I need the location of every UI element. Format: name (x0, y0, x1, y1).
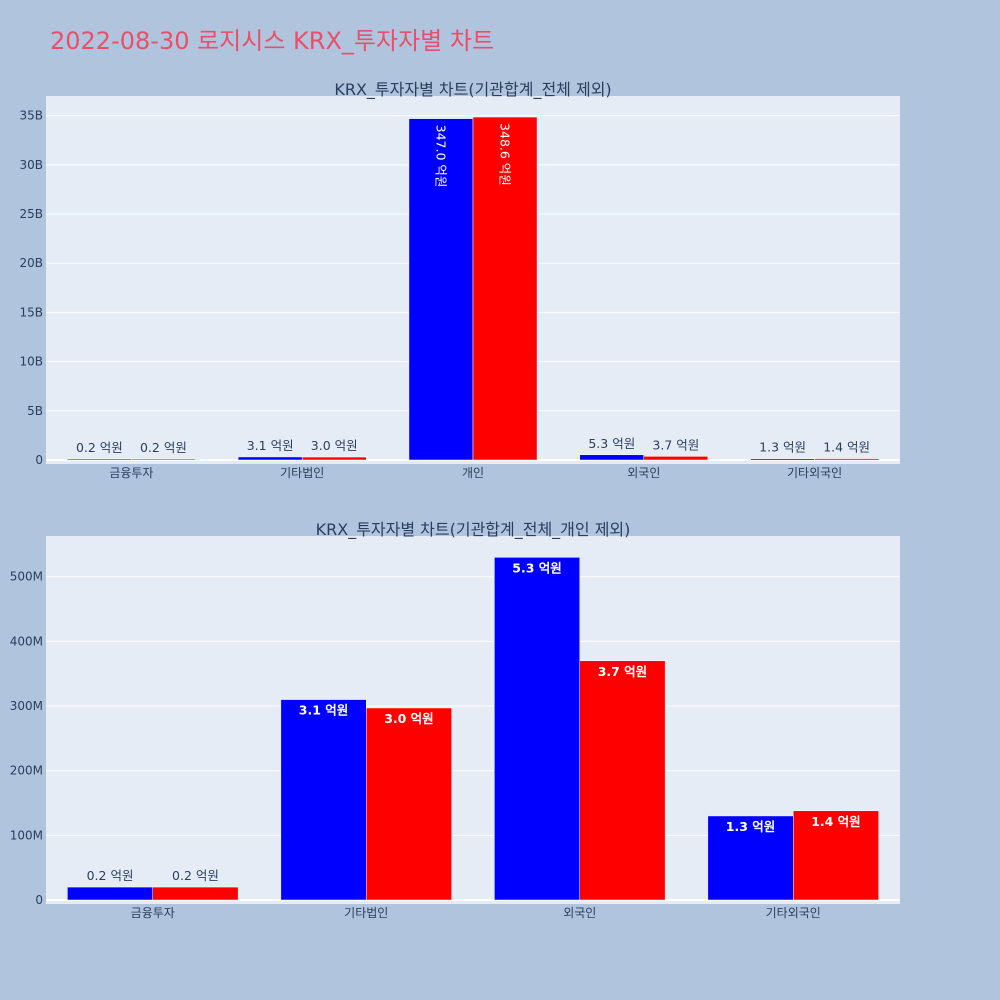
x-tick-label: 금융투자 (131, 906, 175, 920)
bar-data-label: 3.1 억원 (247, 438, 294, 453)
bar (67, 886, 153, 901)
bar-data-label: 3.7 억원 (598, 664, 648, 679)
bar (131, 458, 196, 461)
chart-title: KRX_투자자별 차트(기관합계_전체_개인 제외) (316, 520, 631, 540)
x-tick-label: 기타법인 (344, 906, 388, 920)
bar (237, 456, 303, 461)
bar-data-label: 1.3 억원 (726, 819, 776, 834)
bar-data-label: 0.2 억원 (76, 440, 123, 455)
y-tick-label: 500M (10, 570, 43, 584)
y-tick-label: 100M (10, 828, 43, 842)
y-tick-label: 400M (10, 634, 43, 648)
bar-data-label: 3.0 억원 (311, 438, 358, 453)
x-tick-label: 기타외국인 (787, 466, 842, 480)
x-tick-label: 기타외국인 (766, 906, 821, 920)
bar (643, 456, 709, 461)
bar (152, 886, 239, 901)
bar (707, 815, 794, 901)
bar (793, 810, 879, 901)
x-tick-label: 기타법인 (280, 466, 324, 480)
y-tick-label: 10B (19, 355, 43, 369)
bar (814, 458, 879, 461)
chart-bottom: 0 100M 200M 300M 400M 500M KRX_투자자별 차트(기관합계_전체… (10, 520, 900, 920)
y-tick-label: 20B (19, 256, 43, 270)
x-tick-label: 금융투자 (109, 466, 153, 480)
x-tick-label: 외국인 (627, 466, 660, 480)
bar-data-label: 5.3 억원 (512, 560, 562, 575)
bar (579, 660, 666, 901)
bar-data-label: 1.4 억원 (823, 440, 870, 455)
chart-top: 0 5B 10B 15B 20B 25B 30B 35B KRX_투자자별 차트(기관합계_전체… (19, 80, 900, 480)
bar-data-label: 347.0 억원 (434, 125, 449, 188)
bar (494, 557, 581, 901)
bar-data-label: 3.7 억원 (652, 437, 699, 452)
y-tick-label: 0 (35, 453, 43, 467)
bar-data-label: 1.4 억원 (811, 814, 861, 829)
bar-data-label: 1.3 억원 (759, 440, 806, 455)
bar-data-label: 0.2 억원 (172, 868, 219, 883)
bar (280, 699, 367, 901)
bar (408, 118, 474, 461)
x-tick-label: 외국인 (563, 906, 596, 920)
bar-data-label: 3.0 억원 (384, 711, 434, 726)
x-tick-label: 개인 (462, 466, 484, 480)
bar (750, 458, 815, 461)
y-tick-label: 25B (19, 207, 43, 221)
bar (579, 454, 645, 461)
y-tick-label: 15B (19, 305, 43, 319)
bar (301, 456, 367, 461)
bar-data-label: 3.1 억원 (299, 703, 349, 718)
bar-data-label: 5.3 억원 (588, 436, 635, 451)
y-tick-label: 5B (27, 404, 43, 418)
page-title: 2022-08-30 로지시스 KRX_투자자별 차트 (50, 27, 494, 55)
y-tick-label: 30B (19, 158, 43, 172)
bar-data-label: 0.2 억원 (87, 868, 134, 883)
bar (472, 116, 538, 461)
chart-title: KRX_투자자별 차트(기관합계_전체 제외) (334, 80, 611, 100)
bar-data-label: 348.6 억원 (498, 123, 513, 186)
bar (67, 458, 132, 461)
y-tick-label: 300M (10, 699, 43, 713)
y-tick-label: 0 (35, 893, 43, 907)
bar (366, 707, 452, 901)
y-tick-label: 200M (10, 764, 43, 778)
y-tick-label: 35B (19, 109, 43, 123)
bar-data-label: 0.2 억원 (140, 440, 187, 455)
